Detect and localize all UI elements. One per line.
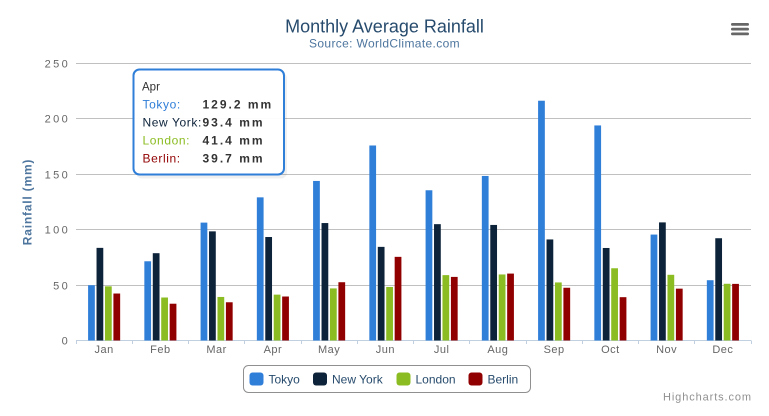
svg-text:Apr: Apr xyxy=(142,82,160,94)
svg-text:150: 150 xyxy=(45,170,71,182)
svg-text:Tokyo:: Tokyo: xyxy=(143,98,181,112)
svg-text:0: 0 xyxy=(62,336,71,348)
svg-text:Rainfall (mm): Rainfall (mm) xyxy=(21,159,35,245)
svg-text:New York: New York xyxy=(332,373,384,387)
svg-text:250: 250 xyxy=(45,59,71,71)
svg-text:41.4 mm: 41.4 mm xyxy=(203,134,265,148)
svg-text:Tokyo: Tokyo xyxy=(269,373,301,387)
svg-text:London:: London: xyxy=(143,134,191,148)
svg-text:39.7 mm: 39.7 mm xyxy=(203,152,265,166)
svg-text:Berlin: Berlin xyxy=(488,373,519,387)
svg-text:Nov: Nov xyxy=(656,344,677,356)
svg-text:New York:: New York: xyxy=(143,116,202,130)
svg-text:Sep: Sep xyxy=(544,344,565,356)
svg-text:Jan: Jan xyxy=(94,344,113,356)
svg-text:100: 100 xyxy=(45,225,71,237)
svg-text:200: 200 xyxy=(45,114,71,126)
svg-text:Berlin:: Berlin: xyxy=(143,152,181,166)
svg-text:Feb: Feb xyxy=(150,344,170,356)
svg-text:Oct: Oct xyxy=(601,344,620,356)
svg-text:Apr: Apr xyxy=(264,344,283,356)
svg-text:50: 50 xyxy=(53,281,70,293)
svg-text:Highcharts.com: Highcharts.com xyxy=(663,392,752,404)
svg-text:Source: WorldClimate.com: Source: WorldClimate.com xyxy=(309,37,460,51)
svg-text:May: May xyxy=(318,344,340,356)
svg-text:Aug: Aug xyxy=(487,344,508,356)
svg-text:Monthly Average Rainfall: Monthly Average Rainfall xyxy=(285,17,484,37)
svg-text:London: London xyxy=(416,373,456,387)
svg-text:129.2 mm: 129.2 mm xyxy=(203,98,274,112)
svg-text:Jul: Jul xyxy=(434,344,450,356)
svg-text:Dec: Dec xyxy=(712,344,733,356)
svg-text:Mar: Mar xyxy=(206,344,226,356)
svg-text:93.4 mm: 93.4 mm xyxy=(203,116,265,130)
svg-text:Jun: Jun xyxy=(376,344,395,356)
